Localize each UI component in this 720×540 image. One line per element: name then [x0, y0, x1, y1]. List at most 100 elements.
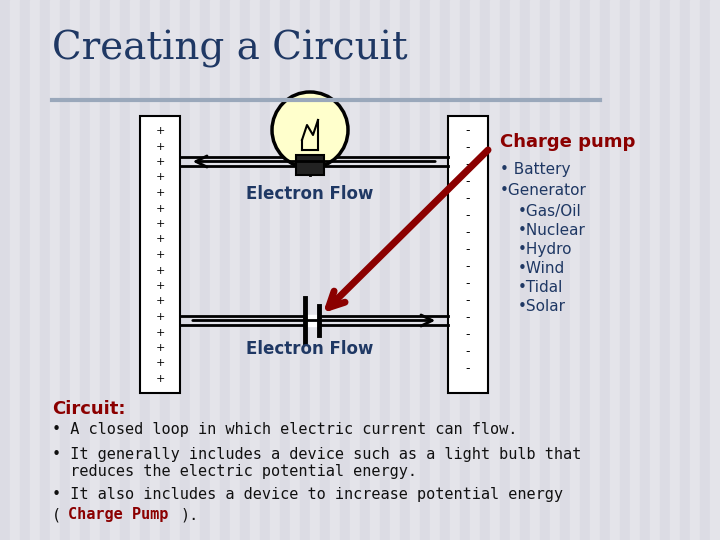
Bar — [430, 0, 440, 540]
Bar — [540, 0, 550, 540]
Text: -: - — [466, 243, 470, 256]
Bar — [480, 0, 490, 540]
Text: Charge pump: Charge pump — [500, 133, 635, 151]
Bar — [490, 0, 500, 540]
Text: +: + — [156, 250, 165, 260]
Text: •Hydro: •Hydro — [518, 242, 572, 257]
Text: +: + — [156, 343, 165, 353]
Text: -: - — [466, 328, 470, 341]
Bar — [460, 0, 470, 540]
Text: -: - — [466, 277, 470, 290]
Bar — [0, 0, 10, 540]
Text: +: + — [156, 219, 165, 229]
Bar — [590, 0, 600, 540]
Text: Creating a Circuit: Creating a Circuit — [52, 30, 408, 68]
Text: +: + — [156, 359, 165, 368]
Text: +: + — [156, 188, 165, 198]
Bar — [100, 0, 110, 540]
Bar — [680, 0, 690, 540]
Bar — [360, 0, 370, 540]
Text: +: + — [156, 157, 165, 167]
Bar — [120, 0, 130, 540]
Bar — [160, 0, 170, 540]
Bar — [170, 0, 180, 540]
Bar — [230, 0, 240, 540]
Bar — [620, 0, 630, 540]
Text: • A closed loop in which electric current can flow.: • A closed loop in which electric curren… — [52, 422, 518, 437]
Bar — [270, 0, 280, 540]
Bar — [180, 0, 190, 540]
Text: Electron Flow: Electron Flow — [246, 340, 374, 358]
Bar — [140, 116, 180, 393]
Bar — [200, 0, 210, 540]
Bar — [150, 0, 160, 540]
Bar — [260, 0, 270, 540]
Bar — [300, 0, 310, 540]
Bar — [90, 0, 100, 540]
Bar — [470, 0, 480, 540]
Bar — [370, 0, 380, 540]
Text: Electron Flow: Electron Flow — [246, 185, 374, 203]
Text: +: + — [156, 126, 165, 136]
Bar — [690, 0, 700, 540]
Bar — [330, 0, 340, 540]
Bar — [250, 0, 260, 540]
Bar — [448, 116, 488, 393]
Text: -: - — [466, 311, 470, 324]
Text: +: + — [156, 281, 165, 291]
Text: •Wind: •Wind — [518, 261, 565, 276]
Text: +: + — [156, 141, 165, 152]
Bar — [600, 0, 610, 540]
Text: +: + — [156, 172, 165, 183]
Text: -: - — [466, 175, 470, 188]
Bar — [700, 0, 710, 540]
Text: +: + — [156, 327, 165, 338]
Bar — [190, 0, 200, 540]
Text: -: - — [466, 192, 470, 205]
Text: -: - — [466, 158, 470, 171]
Bar — [220, 0, 230, 540]
Bar — [80, 0, 90, 540]
Text: -: - — [466, 362, 470, 375]
Text: -: - — [466, 226, 470, 239]
Bar — [510, 0, 520, 540]
Bar — [380, 0, 390, 540]
Bar — [70, 0, 80, 540]
Bar — [550, 0, 560, 540]
Bar — [130, 0, 140, 540]
Text: • It also includes a device to increase potential energy: • It also includes a device to increase … — [52, 487, 563, 502]
Bar — [610, 0, 620, 540]
Bar — [320, 0, 330, 540]
Text: -: - — [466, 124, 470, 137]
Text: +: + — [156, 374, 165, 384]
Bar — [290, 0, 300, 540]
Text: •Generator: •Generator — [500, 183, 587, 198]
Text: •Nuclear: •Nuclear — [518, 223, 586, 238]
Bar — [400, 0, 410, 540]
Bar — [530, 0, 540, 540]
Text: (: ( — [52, 507, 61, 522]
Bar — [580, 0, 590, 540]
Text: ).: ). — [180, 507, 198, 522]
Text: +: + — [156, 266, 165, 275]
Bar — [500, 0, 510, 540]
Text: -: - — [466, 294, 470, 307]
Bar — [570, 0, 580, 540]
Bar — [140, 0, 150, 540]
Text: +: + — [156, 204, 165, 213]
Text: +: + — [156, 312, 165, 322]
Bar — [30, 0, 40, 540]
Bar — [280, 0, 290, 540]
Bar — [660, 0, 670, 540]
Bar — [420, 0, 430, 540]
Bar — [350, 0, 360, 540]
Text: • Battery: • Battery — [500, 162, 570, 177]
Bar — [40, 0, 50, 540]
Bar — [390, 0, 400, 540]
Bar — [20, 0, 30, 540]
Bar — [60, 0, 70, 540]
Bar — [10, 0, 20, 540]
Bar — [710, 0, 720, 540]
Bar — [110, 0, 120, 540]
Text: Circuit:: Circuit: — [52, 400, 125, 418]
